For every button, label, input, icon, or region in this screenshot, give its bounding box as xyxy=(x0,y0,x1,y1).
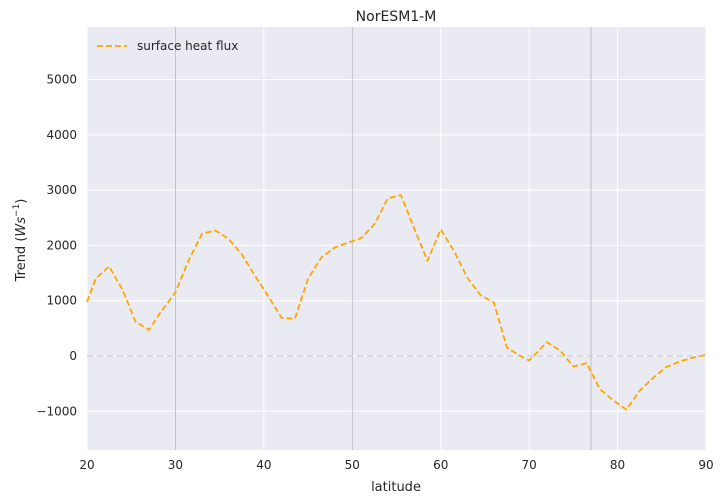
legend: surface heat flux xyxy=(97,39,238,53)
y-axis-label-exponent: −1 xyxy=(12,204,22,217)
x-tick-label: 30 xyxy=(168,458,183,472)
x-tick-label: 80 xyxy=(610,458,625,472)
x-axis-label: latitude xyxy=(371,480,421,495)
y-tick-label: 1000 xyxy=(46,294,77,308)
y-tick-labels: −1000 0 1000 2000 3000 4000 5000 xyxy=(36,73,77,419)
x-tick-label: 50 xyxy=(345,458,360,472)
y-axis-label-prefix: Trend ( xyxy=(14,237,29,283)
x-tick-label: 40 xyxy=(256,458,271,472)
y-tick-label: 0 xyxy=(69,349,77,363)
y-axis-label-suffix: ) xyxy=(14,199,29,204)
chart-title: NorESM1-M xyxy=(356,9,437,25)
x-tick-label: 20 xyxy=(79,458,94,472)
y-tick-label: 3000 xyxy=(46,183,77,197)
plot-area xyxy=(87,27,706,450)
y-tick-label: 5000 xyxy=(46,73,77,87)
reference-lines xyxy=(87,27,706,450)
y-tick-label: 2000 xyxy=(46,238,77,252)
series-group xyxy=(86,194,707,411)
grid xyxy=(86,27,707,450)
y-tick-label: −1000 xyxy=(36,404,77,418)
x-tick-label: 60 xyxy=(433,458,448,472)
y-tick-label: 4000 xyxy=(46,128,77,142)
series-line-surface-heat-flux xyxy=(86,194,707,411)
x-tick-label: 70 xyxy=(522,458,537,472)
x-tick-label: 90 xyxy=(698,458,713,472)
y-axis-label-math: Ws xyxy=(14,217,29,237)
x-tick-labels: 20 30 40 50 60 70 80 90 xyxy=(79,458,713,472)
legend-label: surface heat flux xyxy=(137,39,238,53)
y-axis-label: Trend (Ws−1) xyxy=(12,199,29,283)
